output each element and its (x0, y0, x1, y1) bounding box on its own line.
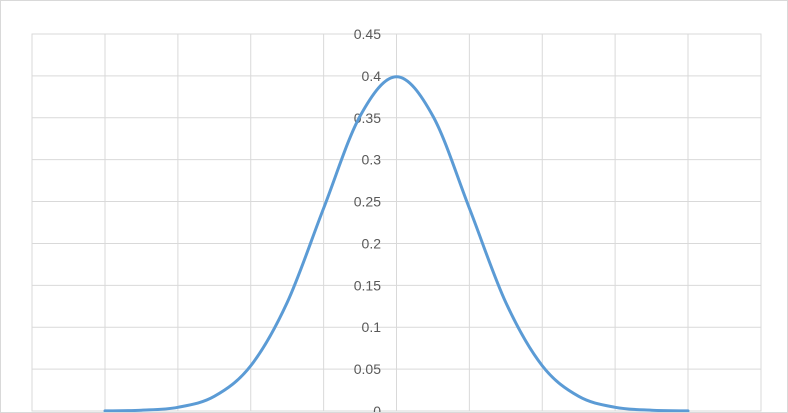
series-line (103, 75, 690, 412)
y-tick-label: 0.3 (362, 152, 382, 168)
series-layer (103, 75, 690, 412)
y-tick-label: 0.45 (354, 26, 381, 42)
y-tick-label: 0.05 (354, 361, 381, 377)
y-tick-label: 0 (373, 403, 381, 412)
y-tick-label: 0.15 (354, 277, 381, 293)
y-tick-label: 0.4 (362, 68, 382, 84)
y-tick-label: 0.1 (362, 319, 382, 335)
y-axis: 00.050.10.150.20.250.30.350.40.45 (354, 26, 381, 412)
y-tick-label: 0.2 (362, 235, 382, 251)
y-tick-label: 0.25 (354, 194, 381, 210)
gridlines (31, 33, 762, 412)
